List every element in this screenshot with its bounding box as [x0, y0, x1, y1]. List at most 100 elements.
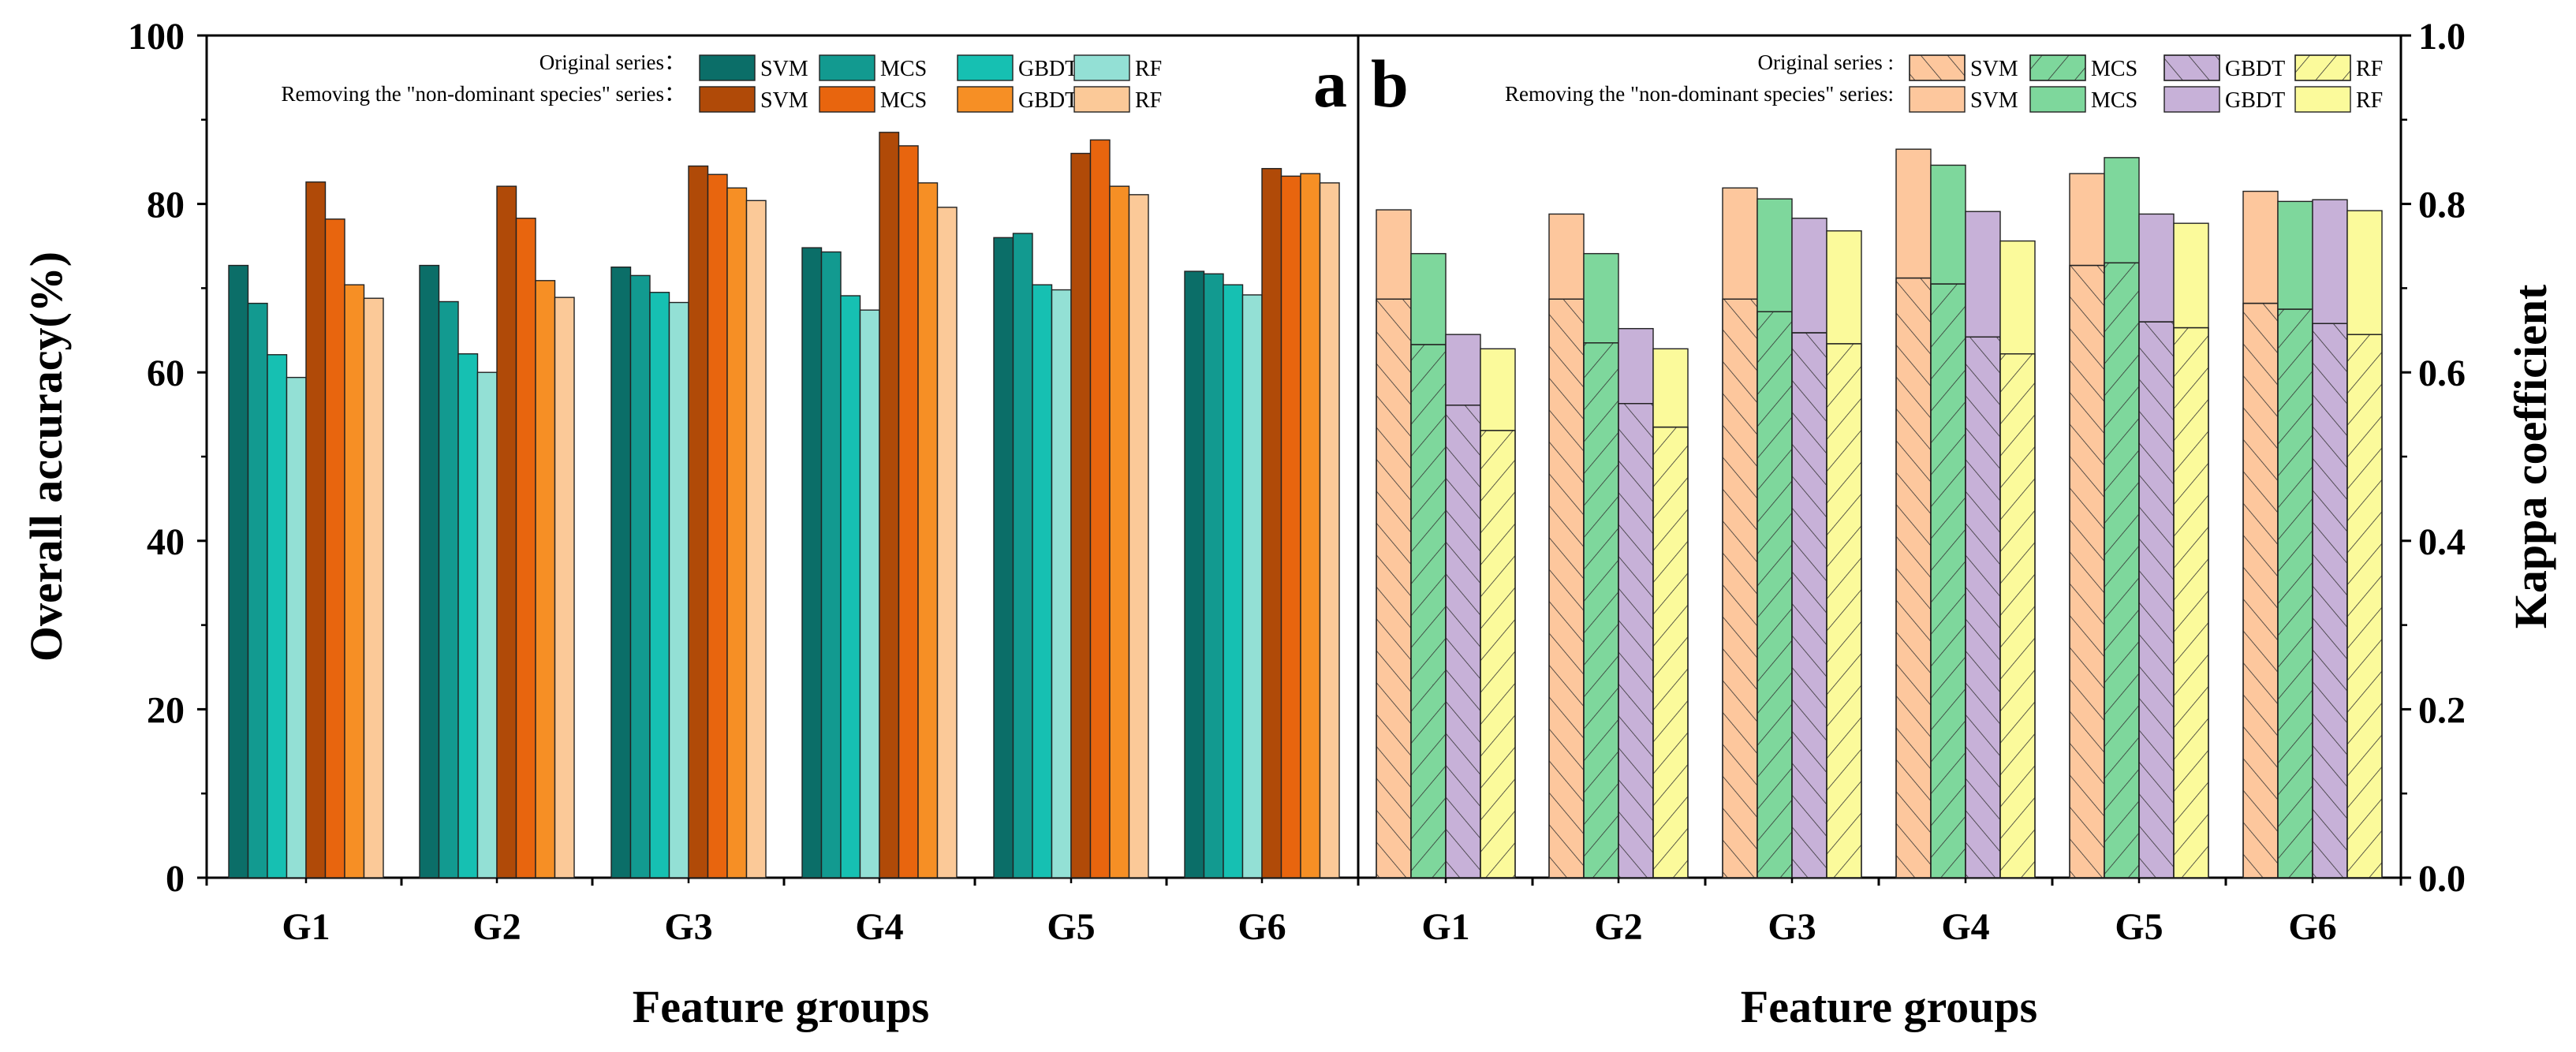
- legend-b-swatch-hatch: [2294, 54, 2351, 81]
- ytick-label-left: 40: [147, 521, 185, 563]
- bar-a-g1-orig-rf: [286, 376, 307, 879]
- bar-a-g6-rem-mcs: [1280, 175, 1301, 879]
- ytick-label-right: 0.8: [2418, 185, 2466, 226]
- bar-b-g2-orig-gbdt: [1618, 403, 1654, 879]
- legend-a-swatch: [957, 86, 1014, 113]
- legend-b-swatch-hatch: [1909, 54, 1966, 81]
- xtick-label-a: G6: [1238, 906, 1286, 948]
- bar-a-g3-orig-svm: [610, 267, 632, 879]
- legend-a-swatch: [819, 86, 875, 113]
- legend-b-swatch-hatch: [2163, 54, 2220, 81]
- legend-b-label: GBDT: [2225, 88, 2285, 113]
- bar-a-g4-rem-gbdt: [917, 182, 939, 879]
- legend-a-label: MCS: [880, 57, 927, 81]
- legend-b-swatch: [2029, 86, 2086, 113]
- legend-b-swatch: [2294, 86, 2351, 113]
- bar-a-g5-orig-gbdt: [1032, 284, 1053, 879]
- legend-a-swatch: [1073, 54, 1130, 81]
- xlabel-a: Feature groups: [633, 981, 929, 1032]
- bar-a-g6-rem-svm: [1261, 168, 1282, 879]
- bar-a-g1-orig-gbdt: [267, 354, 288, 879]
- legend-b-label: SVM: [1970, 88, 2018, 113]
- xtick-label-b: G2: [1594, 906, 1642, 948]
- xtick-label-a: G1: [282, 906, 330, 948]
- legend-a-swatch: [957, 54, 1014, 81]
- legends: Original series： SVM MCS GBDT RF Removing the…: [282, 50, 2384, 113]
- xtick-label-b: G5: [2115, 906, 2163, 948]
- bar-a-g2-orig-mcs: [438, 300, 459, 879]
- ytick-label-right: 0.0: [2418, 858, 2466, 900]
- legend-a-label: RF: [1135, 57, 1162, 81]
- bar-a-g6-orig-mcs: [1203, 273, 1224, 879]
- bar-b-g3-orig-mcs: [1757, 311, 1793, 879]
- legend-b-label: RF: [2356, 57, 2383, 81]
- legend-a-label: SVM: [760, 57, 808, 81]
- legend-b-caption: Original series :: [1758, 50, 1894, 74]
- bar-b-g4-orig-svm: [1895, 277, 1932, 879]
- legend-a-swatch: [699, 54, 756, 81]
- bar-b-g1-orig-rf: [1480, 430, 1516, 879]
- bar-a-g2-orig-rf: [476, 371, 498, 879]
- bar-b-g2-orig-svm: [1548, 298, 1585, 879]
- ytick-label-right: 1.0: [2418, 16, 2466, 58]
- bar-b-g4-orig-mcs: [1930, 283, 1966, 879]
- xlabel-b: Feature groups: [1741, 981, 2037, 1032]
- legend-a-caption: Removing the "non-dominant species" seri…: [282, 82, 685, 106]
- bar-a-g6-rem-rf: [1319, 182, 1340, 879]
- bar-b-g3-orig-rf: [1826, 343, 1862, 879]
- bar-b-g5-orig-mcs: [2104, 262, 2140, 879]
- ytick-label-right: 0.2: [2418, 689, 2466, 731]
- bar-a-g1-rem-mcs: [324, 218, 345, 879]
- bar-b-g5-orig-gbdt: [2138, 321, 2175, 879]
- bar-b-g6-orig-svm: [2242, 302, 2279, 879]
- bar-a-g1-orig-mcs: [247, 302, 268, 879]
- ytick-label-left: 80: [147, 185, 185, 226]
- panel-letter-a: a: [1313, 46, 1347, 121]
- xtick-label-a: G3: [664, 906, 712, 948]
- bar-a-g3-orig-mcs: [629, 274, 651, 879]
- bar-a-g4-orig-svm: [801, 247, 823, 879]
- bar-a-g2-orig-svm: [419, 264, 440, 879]
- bar-a-g6-orig-gbdt: [1223, 284, 1244, 879]
- bar-a-g4-orig-gbdt: [840, 295, 861, 879]
- xtick-label-b: G6: [2288, 906, 2336, 948]
- xtick-label-a: G4: [855, 906, 903, 948]
- ytick-label-left: 0: [166, 858, 185, 900]
- bar-b-g2-orig-mcs: [1583, 342, 1619, 879]
- bar-a-g1-rem-gbdt: [344, 284, 365, 879]
- bar-b-g3-orig-svm: [1722, 298, 1758, 879]
- legend-a-swatch: [1073, 86, 1130, 113]
- bar-a-g3-orig-gbdt: [649, 292, 670, 879]
- xtick-label-b: G3: [1768, 906, 1816, 948]
- legend-a-label: GBDT: [1018, 88, 1078, 113]
- ytick-label-left: 20: [147, 689, 185, 731]
- bar-a-g5-rem-mcs: [1089, 139, 1111, 879]
- bar-b-g6-orig-rf: [2346, 334, 2383, 879]
- bar-a-g3-rem-rf: [745, 200, 767, 879]
- legend-b-swatch: [1909, 86, 1966, 113]
- panel-b: [1376, 148, 2383, 879]
- legend-b-caption: Removing the "non-dominant species" seri…: [1505, 82, 1894, 106]
- legend-a-swatch: [699, 86, 756, 113]
- bar-b-g5-orig-rf: [2173, 326, 2209, 879]
- bar-b-g2-orig-rf: [1652, 426, 1689, 879]
- bar-b-g4-orig-rf: [1999, 353, 2036, 879]
- bar-a-g1-orig-svm: [228, 264, 249, 879]
- bar-b-g4-orig-gbdt: [1965, 336, 2001, 879]
- bar-a-g3-rem-mcs: [707, 173, 728, 879]
- bar-a-g5-orig-svm: [993, 237, 1014, 879]
- bar-a-g4-rem-svm: [879, 132, 900, 879]
- bar-a-g4-orig-mcs: [820, 251, 842, 879]
- bar-a-g6-rem-gbdt: [1300, 173, 1321, 879]
- xtick-label-a: G5: [1047, 906, 1095, 948]
- bar-a-g2-orig-gbdt: [457, 353, 479, 879]
- legend-a-label: MCS: [880, 88, 927, 113]
- bar-b-g1-orig-svm: [1376, 298, 1412, 879]
- bar-b-g6-orig-gbdt: [2312, 323, 2348, 879]
- bar-a-g3-orig-rf: [668, 301, 689, 879]
- ytick-label-right: 0.6: [2418, 353, 2466, 394]
- bar-a-g1-rem-rf: [363, 297, 384, 879]
- panel-letter-b: b: [1371, 46, 1409, 121]
